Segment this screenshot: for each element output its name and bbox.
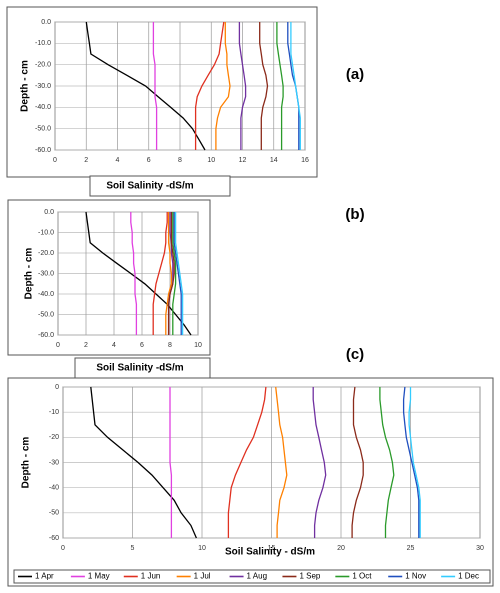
series-line: [408, 387, 421, 538]
x-axis-label: Soil Salinity - dS/m: [225, 547, 315, 558]
y-tick-label: -40.0: [35, 104, 51, 111]
y-tick-label: -50.0: [38, 311, 54, 318]
x-tick-label: 2: [84, 342, 88, 349]
legend-label: 1 Nov: [405, 572, 426, 581]
series-line: [174, 212, 184, 335]
legend-label: 1 Oct: [352, 572, 372, 581]
x-tick-label: 20: [337, 545, 345, 552]
x-tick-label: 6: [147, 157, 151, 164]
panel-label: (a): [346, 66, 364, 83]
series-line: [227, 386, 267, 538]
x-tick-label: 10: [194, 342, 202, 349]
x-tick-label: 0: [56, 342, 60, 349]
chart: 0.0 -10.0 -20.0 -30.0 -40.0 -50.0 -60.00 2 4 6 8 10…: [6, 6, 364, 197]
series-line: [351, 386, 364, 538]
x-label-box: [89, 175, 231, 197]
y-tick-label: 0: [55, 384, 59, 391]
x-tick-label: 4: [116, 157, 120, 164]
y-tick-label: -40: [49, 485, 59, 492]
y-tick-label: 0.0: [41, 19, 51, 26]
y-tick-label: -10.0: [35, 40, 51, 47]
y-tick-label: -10.0: [38, 229, 54, 236]
y-tick-label: -60.0: [35, 147, 51, 154]
y-tick-label: -30.0: [35, 83, 51, 90]
series-line: [275, 386, 288, 538]
x-tick-label: 12: [239, 157, 247, 164]
series-line: [290, 22, 301, 150]
series-line: [85, 211, 192, 336]
series-line: [90, 386, 197, 539]
x-axis-label: Soil Salinity -dS/m: [106, 181, 193, 192]
y-tick-label: 0.0: [44, 209, 54, 216]
x-tick-label: 0: [61, 545, 65, 552]
y-axis-label: Depth - cm: [24, 248, 35, 300]
series-line: [402, 386, 420, 538]
legend-label: 1 Sep: [299, 572, 320, 581]
x-tick-label: 8: [168, 342, 172, 349]
legend-label: 1 Apr: [35, 572, 54, 581]
x-tick-label: 4: [112, 342, 116, 349]
chart: 0.0 -10.0 -20.0 -30.0 -40.0 -50.0 -60.00 2 4 6 8 10…: [7, 199, 365, 379]
x-tick-label: 10: [198, 545, 206, 552]
series-line: [379, 387, 395, 538]
x-tick-label: 6: [140, 342, 144, 349]
x-tick-label: 14: [270, 157, 278, 164]
series-line: [194, 21, 225, 150]
panel-label: (b): [345, 206, 364, 223]
series-line: [169, 387, 173, 538]
panel-label: (c): [346, 346, 364, 363]
series-line: [152, 212, 168, 335]
series-line: [312, 387, 327, 538]
series-line: [259, 22, 269, 150]
series-line: [276, 22, 284, 150]
series-line: [173, 212, 182, 335]
x-tick-label: 0: [53, 157, 57, 164]
legend-label: 1 Jun: [141, 572, 161, 581]
series-line: [172, 212, 177, 335]
x-tick-label: 30: [476, 545, 484, 552]
series-line: [85, 21, 206, 151]
y-axis-label: Depth - cm: [20, 60, 31, 112]
y-tick-label: -20.0: [35, 62, 51, 69]
x-tick-label: 5: [131, 545, 135, 552]
y-tick-label: -60.0: [38, 332, 54, 339]
y-tick-label: -30.0: [38, 270, 54, 277]
series-line: [165, 212, 173, 335]
legend-label: 1 Jul: [194, 572, 211, 581]
legend-label: 1 Dec: [458, 572, 479, 581]
y-axis-label: Depth - cm: [21, 437, 32, 489]
x-tick-label: 10: [207, 157, 215, 164]
series-line: [130, 212, 138, 335]
x-tick-label: 8: [178, 157, 182, 164]
x-tick-label: 16: [301, 157, 309, 164]
y-tick-label: -30: [49, 459, 59, 466]
y-tick-label: -50.0: [35, 126, 51, 133]
series-line: [167, 212, 175, 335]
y-tick-label: -60: [49, 535, 59, 542]
x-axis-label: Soil Salinity -dS/m: [96, 363, 183, 374]
legend-label: 1 May: [88, 572, 110, 581]
legend: [13, 569, 491, 584]
x-tick-label: 2: [84, 157, 88, 164]
y-tick-label: -10: [49, 409, 59, 416]
x-tick-label: 25: [407, 545, 415, 552]
legend-label: 1 Aug: [247, 572, 267, 581]
y-tick-label: -20: [49, 434, 59, 441]
y-tick-label: -20.0: [38, 250, 54, 257]
series-line: [215, 22, 231, 150]
series-line: [152, 22, 158, 150]
y-tick-label: -50: [49, 510, 59, 517]
y-tick-label: -40.0: [38, 291, 54, 298]
x-tick-label: 15: [268, 545, 276, 552]
series-line: [238, 22, 247, 150]
